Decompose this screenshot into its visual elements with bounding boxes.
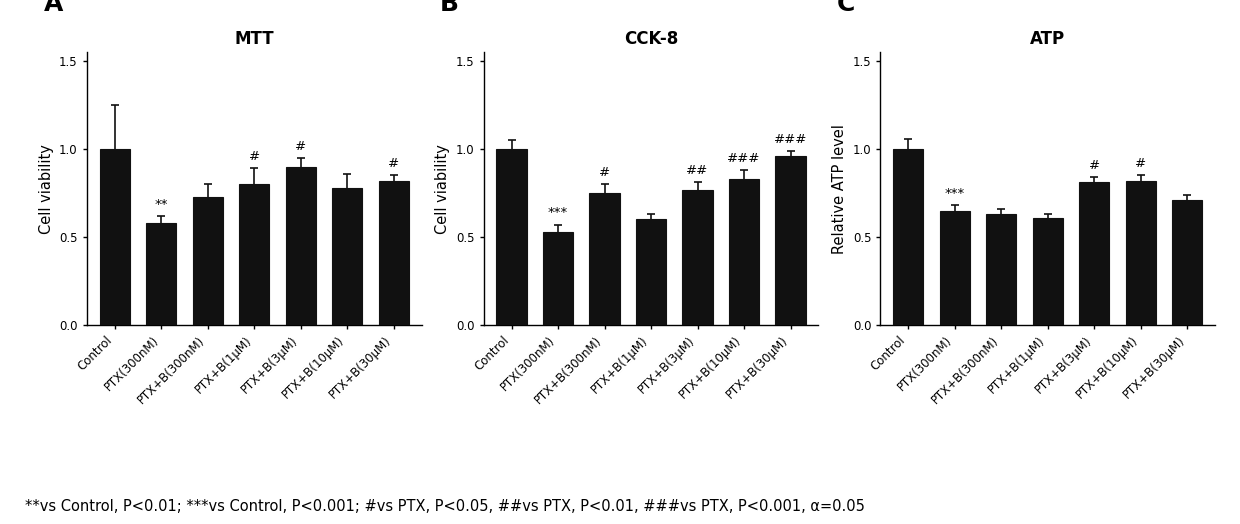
Bar — [775, 156, 806, 325]
Text: #: # — [295, 139, 306, 152]
Y-axis label: Cell viability: Cell viability — [435, 144, 450, 234]
Title: ATP: ATP — [1030, 30, 1065, 48]
Text: #: # — [1089, 159, 1100, 172]
Bar — [940, 211, 970, 325]
Text: ##: ## — [687, 164, 708, 177]
Text: B: B — [440, 0, 459, 16]
Text: C: C — [837, 0, 856, 16]
Title: MTT: MTT — [234, 30, 274, 48]
Text: #: # — [1136, 157, 1146, 170]
Text: A: A — [43, 0, 63, 16]
Text: **vs Control, P<0.01; ***vs Control, P<0.001; #vs PTX, P<0.05, ##vs PTX, P<0.01,: **vs Control, P<0.01; ***vs Control, P<0… — [25, 498, 864, 514]
Y-axis label: Relative ATP level: Relative ATP level — [832, 124, 847, 254]
Bar — [682, 190, 713, 325]
Bar — [146, 223, 176, 325]
Bar — [729, 179, 759, 325]
Bar — [636, 220, 666, 325]
Bar — [496, 149, 527, 325]
Bar — [1033, 217, 1063, 325]
Bar — [543, 232, 573, 325]
Bar — [589, 193, 620, 325]
Bar — [332, 188, 362, 325]
Bar — [239, 184, 269, 325]
Y-axis label: Cell viability: Cell viability — [38, 144, 53, 234]
Bar — [986, 214, 1017, 325]
Text: ###: ### — [728, 152, 760, 165]
Bar — [1126, 181, 1156, 325]
Title: CCK-8: CCK-8 — [624, 30, 678, 48]
Text: **: ** — [155, 198, 167, 211]
Text: ###: ### — [774, 133, 807, 146]
Bar — [192, 196, 223, 325]
Text: #: # — [599, 166, 610, 179]
Bar — [893, 149, 924, 325]
Text: ***: *** — [945, 187, 965, 200]
Bar — [1079, 182, 1110, 325]
Bar — [285, 167, 316, 325]
Text: #: # — [249, 150, 259, 163]
Bar — [1172, 200, 1203, 325]
Text: ***: *** — [548, 206, 568, 220]
Bar — [99, 149, 130, 325]
Bar — [378, 181, 409, 325]
Text: #: # — [388, 157, 399, 170]
